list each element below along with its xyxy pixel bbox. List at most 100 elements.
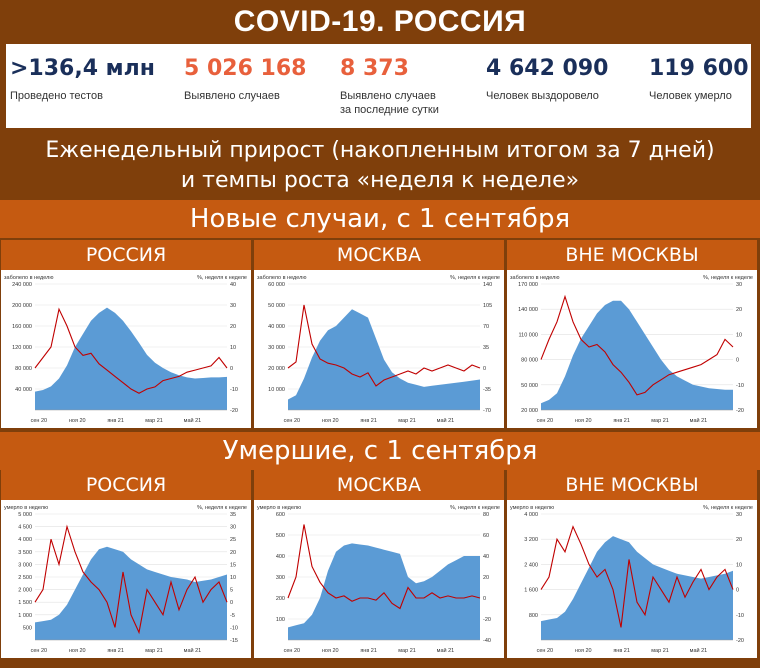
y-tick-label: 40 000 [15,387,32,393]
x-tick-label: сен 20 [537,418,554,424]
panel-title: ВНЕ МОСКВЫ [507,240,757,270]
y2-tick-label: 30 [736,282,742,288]
y-tick-label: 160 000 [12,324,32,330]
y-axis-label: умерло в неделю [257,505,301,511]
stat-daily-cases: 8 373 Выявлено случаев за последние сутки [340,56,439,117]
y2-tick-label: 5 [230,588,233,594]
y2-tick-label: 0 [230,600,233,606]
line-series [34,524,228,635]
y-tick-label: 1 000 [18,613,32,619]
x-tick-label: мар 21 [145,648,163,654]
x-tick-label: сен 20 [31,418,48,424]
stat-label: Человек выздоровело [486,90,599,102]
y-tick-label: 1 500 [18,600,32,606]
y-axis-label: заболело в неделю [4,275,53,281]
x-tick-label: ноя 20 [69,648,86,654]
chart-svg: заболело в неделю %, неделя к неделе 60 00… [257,275,500,424]
y2-tick-label: 140 [483,282,492,288]
y2-axis-label: %, неделя к неделе [197,505,247,511]
subtitle-line-1: Еженедельный прирост (накопленным итогом… [45,138,715,163]
y-tick-label: 120 000 [12,345,32,351]
x-tick-label: мар 21 [651,418,669,424]
stat-label: Проведено тестов [10,90,103,102]
stat-cases: 5 026 168 Выявлено случаев [184,56,306,103]
chart-4: умерло в неделю%, неделя к неделе 600 500 4… [254,500,504,658]
y2-tick-label: 35 [483,345,489,351]
x-tick-label: янв 21 [107,648,124,654]
y2-tick-label: 0 [230,366,233,372]
y-tick-label: 40 000 [268,324,285,330]
y2-tick-label: 20 [230,324,236,330]
y-axis-label: заболело в неделю [257,275,306,281]
y-tick-label: 30 000 [268,345,285,351]
y-tick-label: 3 200 [524,537,538,543]
panel-title: ВНЕ МОСКВЫ [507,470,757,500]
x-tick-label: май 21 [690,647,708,654]
y2-tick-label: 40 [230,282,236,288]
y-tick-label: 4 500 [18,525,32,531]
stat-value: 5 026 168 [184,56,307,81]
y2-tick-label: 30 [736,512,742,518]
area-series [35,307,227,410]
x-tick-label: мар 21 [145,418,163,424]
y-tick-label: 140 000 [518,307,538,313]
y-tick-label: 50 000 [521,383,538,389]
y2-tick-label: 0 [483,596,486,602]
y2-tick-label: 20 [736,307,742,313]
y-tick-label: 500 [23,625,32,631]
subtitle: Еженедельный прирост (накопленным итогом… [0,132,760,198]
x-tick-label: ноя 20 [575,648,592,654]
x-tick-label: ноя 20 [69,418,86,424]
y2-tick-label: -20 [736,408,744,414]
x-tick-label: янв 21 [613,418,630,424]
x-tick-label: май 21 [184,647,202,654]
y-tick-label: 200 [276,596,285,602]
y2-tick-label: 10 [230,345,236,351]
y-tick-label: 400 [276,554,285,560]
chart-3: умерло в неделю %, неделя к неделе 5 000 4 … [1,500,251,658]
x-tick-label: янв 21 [360,418,377,424]
y2-axis-label: %, неделя к неделе [703,275,753,281]
chart-svg: умерло в неделю %, неделя к неделе 4 000 3 … [510,505,753,654]
y2-tick-label: 30 [230,303,236,309]
y2-tick-label: 60 [483,533,489,539]
y-tick-label: 80 000 [521,358,538,364]
y2-tick-label: -10 [736,383,744,389]
page-title: COVID-19. РОССИЯ [0,0,760,44]
y2-tick-label: 10 [736,332,742,338]
x-tick-label: май 21 [437,417,455,424]
chart-1: заболело в неделю %, неделя к неделе 60 00… [254,270,504,428]
y-tick-label: 60 000 [268,282,285,288]
y2-tick-label: 20 [483,575,489,581]
y-tick-label: 2 000 [18,588,32,594]
panel-title: РОССИЯ [1,240,251,270]
y-tick-label: 800 [529,613,538,619]
y2-tick-label: -35 [483,387,491,393]
area-series [35,546,227,640]
x-tick-label: май 21 [690,417,708,424]
stat-deaths: 119 600 Человек умерло [649,56,749,103]
y-tick-label: 3 500 [18,550,32,556]
chart-2: заболело в неделю %, неделя к неделе 170 0… [507,270,757,428]
y-axis-label: умерло в неделю [510,505,554,511]
x-tick-label: янв 21 [613,648,630,654]
line-series [34,307,228,394]
stat-value: 4 642 090 [486,56,609,81]
x-tick-label: ноя 20 [322,418,339,424]
y2-tick-label: -15 [230,638,238,644]
area-series [288,543,480,640]
x-tick-label: май 21 [437,647,455,654]
y2-tick-label: 20 [230,550,236,556]
y-tick-label: 50 000 [268,303,285,309]
panel-title: МОСКВА [254,470,504,500]
chart-svg: заболело в неделю %, неделя к неделе 240 0… [4,275,247,424]
stat-value: 119 600 [649,56,749,81]
y2-tick-label: 0 [483,366,486,372]
panel-title: МОСКВА [254,240,504,270]
y2-tick-label: -20 [483,617,491,623]
stat-value: >136,4 млн [10,56,155,81]
y2-tick-label: 0 [736,588,739,594]
x-tick-label: янв 21 [360,648,377,654]
y2-tick-label: 40 [483,554,489,560]
y-tick-label: 4 000 [18,537,32,543]
